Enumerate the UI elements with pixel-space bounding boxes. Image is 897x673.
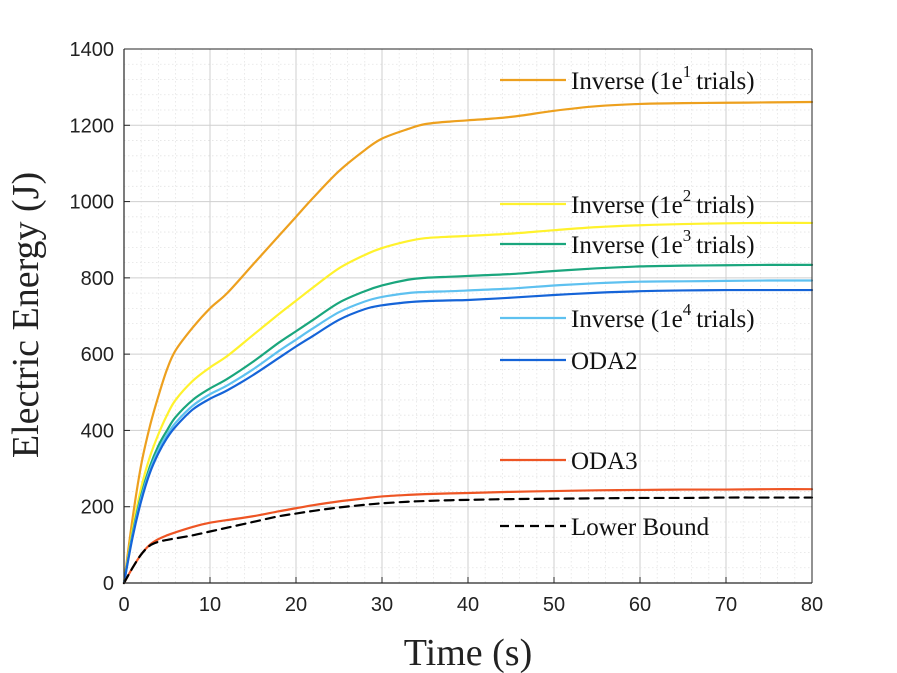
legend-label: Inverse (1e4 trials) xyxy=(571,300,755,333)
legend-label: Inverse (1e1 trials) xyxy=(571,62,755,95)
legend: Inverse (1e1 trials) Inverse (1e2 trials) In… xyxy=(500,62,755,541)
x-tick-label: 10 xyxy=(199,594,221,616)
legend-item-5: ODA3 xyxy=(500,448,638,475)
x-axis-label: Time (s) xyxy=(404,632,532,673)
x-tick-label: 30 xyxy=(371,594,393,616)
legend-label: Inverse (1e2 trials) xyxy=(571,186,755,219)
y-tick-label: 0 xyxy=(103,573,114,595)
x-tick-label: 50 xyxy=(543,594,565,616)
series-line-4 xyxy=(122,288,814,585)
series-line-0 xyxy=(122,100,814,585)
x-tick-label: 70 xyxy=(715,594,737,616)
y-tick-label: 400 xyxy=(81,420,114,442)
legend-item-3: Inverse (1e4 trials) xyxy=(500,300,755,333)
series-line-2 xyxy=(122,263,814,585)
y-tick-label: 1000 xyxy=(70,192,115,214)
x-tick-labels: 0 10 20 30 40 50 60 70 80 xyxy=(118,594,823,616)
y-tick-label: 1400 xyxy=(70,39,115,61)
y-tick-label: 800 xyxy=(81,268,114,290)
series-line-1 xyxy=(122,221,814,585)
legend-item-1: Inverse (1e2 trials) xyxy=(500,186,755,219)
y-tick-labels: 0 200 400 600 800 1000 1200 1400 xyxy=(70,39,115,595)
y-axis-label: Electric Energy (J) xyxy=(5,172,47,458)
y-tick-label: 200 xyxy=(81,497,114,519)
legend-item-6: Lower Bound xyxy=(500,514,710,541)
x-tick-label: 60 xyxy=(629,594,651,616)
legend-item-0: Inverse (1e1 trials) xyxy=(500,62,755,95)
series-line-3 xyxy=(122,279,814,585)
x-tick-label: 0 xyxy=(118,594,129,616)
legend-item-2: Inverse (1e3 trials) xyxy=(500,226,755,259)
series-lines xyxy=(122,100,814,585)
legend-label: Inverse (1e3 trials) xyxy=(571,226,755,259)
series-line-6 xyxy=(122,496,814,585)
legend-label: ODA3 xyxy=(571,448,638,475)
series-line-5 xyxy=(122,488,814,585)
axes xyxy=(123,48,813,584)
x-tick-label: 80 xyxy=(801,594,823,616)
legend-item-4: ODA2 xyxy=(500,348,638,375)
legend-label: Lower Bound xyxy=(571,514,710,541)
x-tick-label: 20 xyxy=(285,594,307,616)
x-tick-label: 40 xyxy=(457,594,479,616)
y-tick-label: 1200 xyxy=(70,115,115,137)
y-tick-label: 600 xyxy=(81,344,114,366)
legend-label: ODA2 xyxy=(571,348,638,375)
